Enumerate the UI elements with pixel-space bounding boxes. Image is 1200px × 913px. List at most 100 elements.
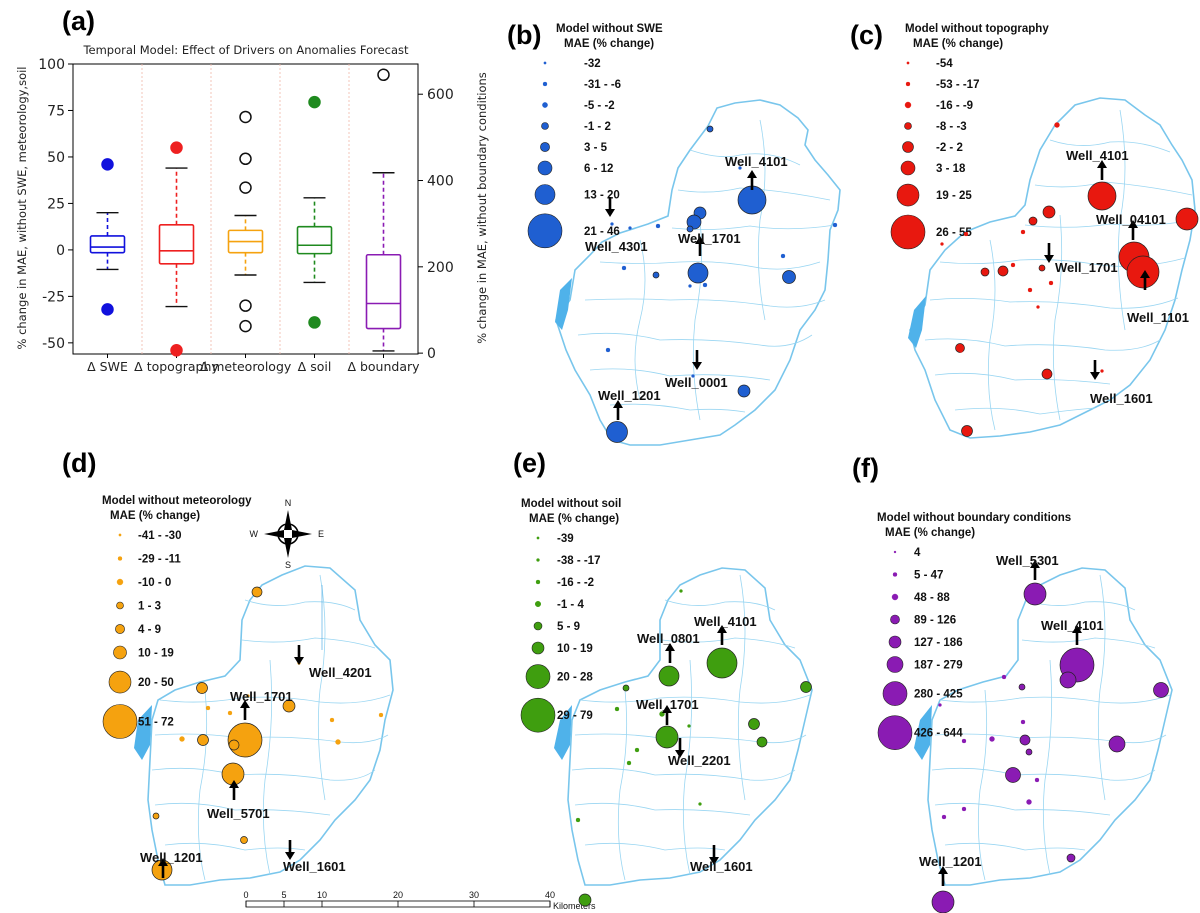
- legend-label: -10 - 0: [138, 577, 171, 589]
- legend-label: 4 - 9: [138, 624, 161, 636]
- well-point: [197, 734, 209, 746]
- legend-title: Model without meteorology: [102, 495, 252, 507]
- legend-symbol: [531, 641, 545, 655]
- well-marker: Well_0801: [637, 631, 700, 663]
- well-labels-d: Well_4201 Well_1701 Well_5701 Well_1601 Well…: [140, 645, 372, 878]
- well-point: [1153, 682, 1169, 698]
- well-point: [961, 425, 973, 437]
- y2-axis-ticks: 0 200 400 600: [418, 87, 454, 362]
- well-point: [687, 262, 709, 284]
- y2-tick-label: 400: [427, 174, 454, 190]
- well-point: [152, 812, 160, 820]
- y-tick-label: 75: [47, 103, 65, 119]
- well-point: [698, 802, 702, 806]
- well-label: Well_1601: [283, 859, 346, 874]
- legend-label: -29 - -11: [138, 554, 181, 566]
- legend-title: Model without SWE: [556, 23, 663, 35]
- well-point: [1027, 287, 1033, 293]
- well-marker: Well_4101: [1041, 618, 1104, 645]
- well-point: [782, 270, 796, 284]
- river-network: [931, 574, 1171, 881]
- well-label: Well_04101: [1096, 212, 1166, 227]
- well-marker: Well_1701: [678, 231, 741, 256]
- well-point: [610, 222, 614, 226]
- outlier-point: [308, 316, 321, 329]
- legend-symbol: [535, 579, 541, 585]
- legend-label: -41 - -30: [138, 530, 181, 542]
- well-point: [378, 712, 384, 718]
- legend-label: -8 - -3: [936, 121, 967, 133]
- legend-label: -2 - 2: [936, 142, 963, 154]
- legend-label: -32: [584, 58, 601, 70]
- well-point: [240, 836, 248, 844]
- legend-e: Model without soil MAE (% change) -39 -38 -…: [520, 498, 621, 733]
- panel-a-boxplot: (a) Temporal Model: Effect of Drivers on…: [15, 6, 489, 374]
- y-tick-label: 100: [38, 57, 65, 73]
- well-arrow-head: [1030, 560, 1040, 568]
- outlier-point: [239, 181, 252, 194]
- well-label: Well_4101: [725, 154, 788, 169]
- scale-tick-label: 40: [545, 890, 555, 900]
- box-iqr: [365, 253, 402, 330]
- outlier-point: [239, 110, 252, 124]
- well-arrow-head: [285, 852, 295, 860]
- well-point: [989, 736, 995, 742]
- well-arrow-head: [1090, 372, 1100, 380]
- well-label: Well_1201: [140, 850, 203, 865]
- well-label: Well_1601: [690, 859, 753, 874]
- x-tick-label: Δ topography: [134, 359, 219, 374]
- outlier-point: [239, 152, 252, 166]
- outlier-point: [101, 158, 114, 171]
- lake-shore: [555, 278, 572, 330]
- legend-symbol: [891, 593, 899, 601]
- legend-symbol: [882, 681, 908, 706]
- box-meteorology: [227, 110, 264, 333]
- panel-label-d: (d): [62, 448, 96, 478]
- scale-tick-label: 30: [469, 890, 479, 900]
- well-label: Well_1701: [678, 231, 741, 246]
- well-point: [622, 684, 630, 692]
- well-arrow-head: [1140, 270, 1150, 278]
- basin-outline: [147, 565, 394, 886]
- well-arrow-head: [709, 857, 719, 865]
- outlier-point: [170, 344, 183, 357]
- well-arrow-head: [692, 362, 702, 370]
- well-label: Well_4201: [309, 665, 372, 680]
- well-label: Well_0001: [665, 375, 728, 390]
- well-marker: Well_1201: [598, 388, 661, 420]
- well-label: Well_1201: [919, 854, 982, 869]
- well-point: [1059, 671, 1077, 689]
- well-marker: Well_1601: [283, 840, 346, 874]
- basin-map-e: [554, 567, 813, 886]
- well-arrow-head: [717, 625, 727, 633]
- well-point: [1010, 262, 1016, 268]
- legend-symbol: [536, 558, 540, 562]
- outlier-point: [377, 68, 390, 82]
- well-point: [335, 739, 341, 745]
- well-label: Well_5701: [207, 806, 270, 821]
- legend-label: -5 - -2: [584, 100, 615, 112]
- legend-symbol: [525, 664, 551, 689]
- well-label: Well_4301: [585, 239, 648, 254]
- well-point: [938, 703, 942, 707]
- outlier-point: [239, 299, 252, 312]
- well-point: [179, 736, 185, 742]
- well-label: Well_4101: [694, 614, 757, 629]
- legend-label: 10 - 19: [138, 648, 174, 660]
- legend-symbol: [540, 142, 550, 152]
- panel-f-map-boundary: (f) Model without boundary conditions MAE…: [852, 453, 1173, 913]
- legend-title: Model without topography: [905, 23, 1049, 35]
- y2-tick-label: 0: [427, 346, 436, 362]
- legend-symbol: [893, 550, 897, 554]
- legend-label: -31 - -6: [584, 79, 621, 91]
- scale-tick-label: 20: [393, 890, 403, 900]
- well-point: [628, 226, 632, 230]
- river-network: [577, 119, 836, 421]
- well-label: Well_1101: [1127, 310, 1189, 325]
- y-axis-label: % change in MAE, without SWE, meteorolog…: [15, 66, 29, 349]
- legend-symbol: [535, 601, 542, 608]
- well-point: [1020, 229, 1026, 235]
- legend-label: 19 - 25: [936, 190, 972, 202]
- compass-w: W: [250, 529, 259, 539]
- well-point: [655, 223, 661, 229]
